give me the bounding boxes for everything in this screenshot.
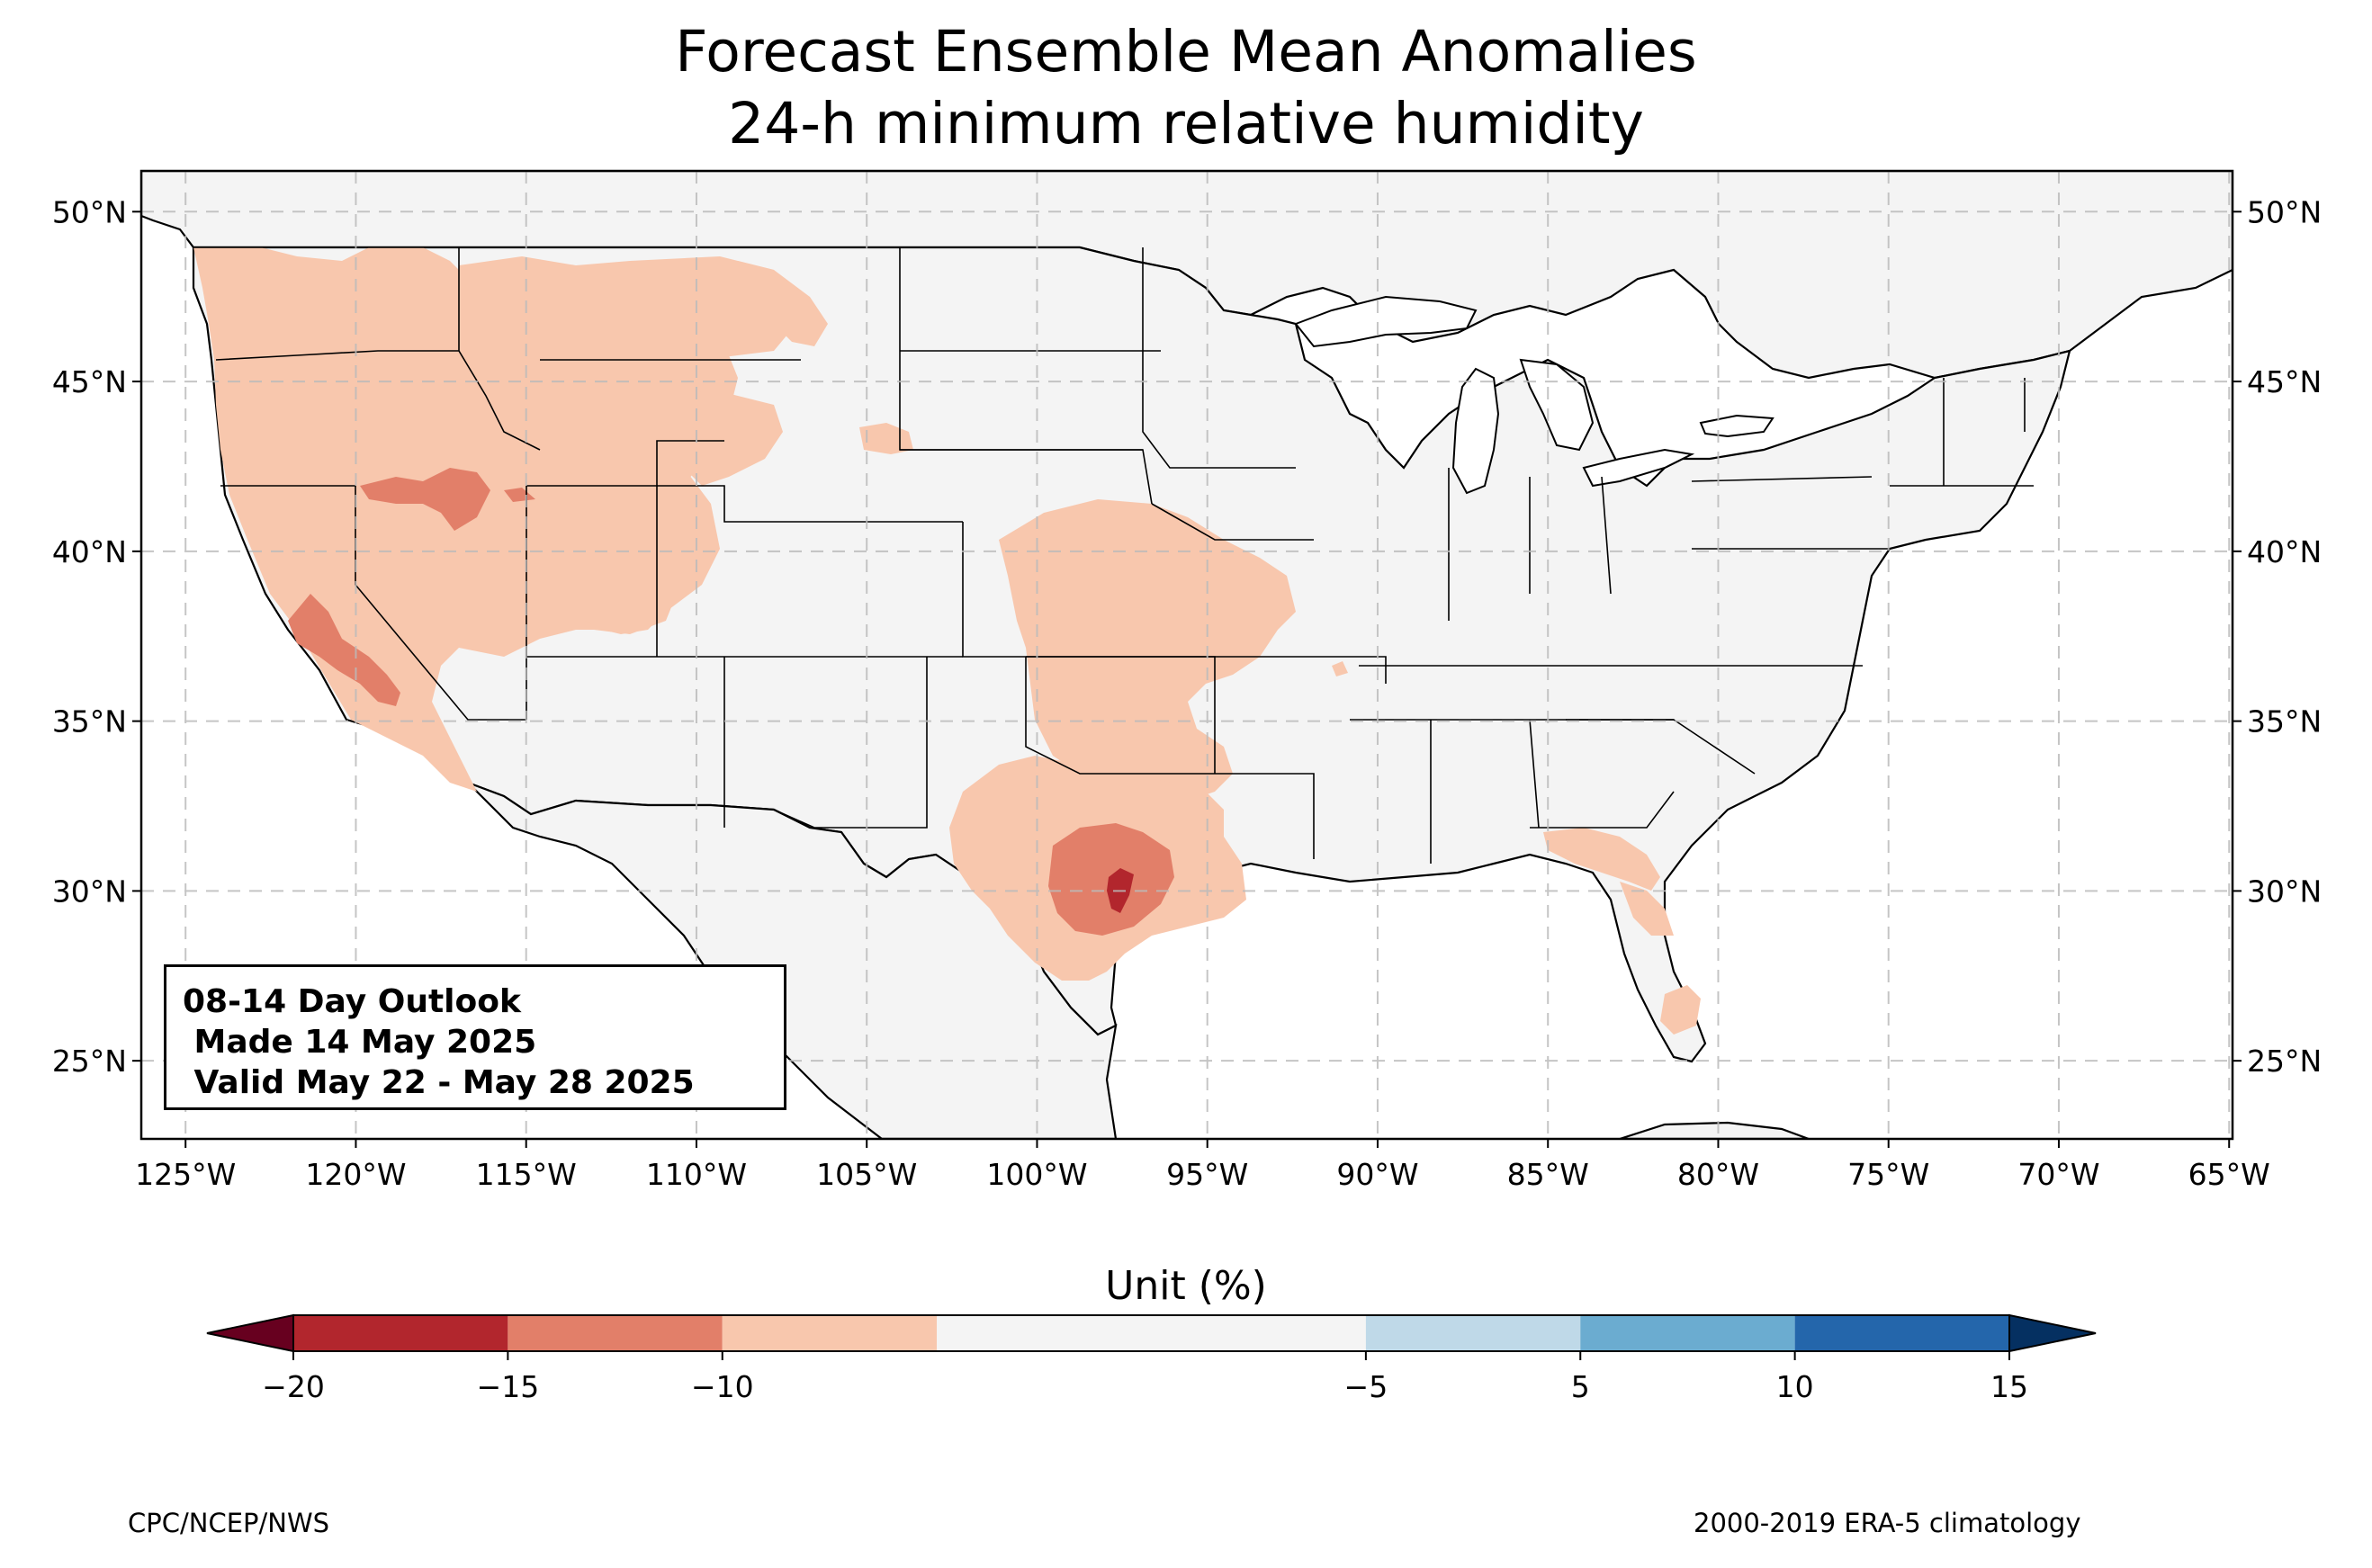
lake-erie bbox=[1582, 448, 1695, 488]
boundary-id-mt bbox=[458, 247, 541, 451]
lon-tick-label: 65°W bbox=[2188, 1157, 2270, 1192]
lat-ticks-left: 50°N 45°N 40°N 35°N 30°N 25°N bbox=[52, 194, 141, 1079]
lon-tick-label: 125°W bbox=[135, 1157, 236, 1192]
boundary-pa bbox=[1691, 476, 1890, 550]
anomaly-northern-rockies bbox=[459, 256, 796, 634]
lake-michigan bbox=[1451, 367, 1500, 495]
footer-source: CPC/NCEP/NWS bbox=[128, 1508, 330, 1538]
boundary-nc-sc bbox=[1566, 719, 1756, 775]
boundary-il-in bbox=[1448, 468, 1531, 621]
anomaly-arkansas-spot bbox=[1332, 661, 1348, 676]
colorbar-tick-label: 10 bbox=[1776, 1369, 1814, 1404]
colorbar-bin bbox=[937, 1315, 1366, 1351]
lat-tick-label-left: 50°N bbox=[52, 194, 127, 229]
boundary-nm-tx bbox=[773, 657, 928, 829]
lon-tick-label: 95°W bbox=[1166, 1157, 1248, 1192]
lon-tick-label: 110°W bbox=[646, 1157, 747, 1192]
outlook-line-1: 08-14 Day Outlook bbox=[183, 983, 521, 1020]
boundary-mn bbox=[1142, 247, 1296, 469]
outlook-info-box: 08-14 Day Outlook Made 14 May 2025 Valid… bbox=[164, 964, 786, 1110]
colorbar-under-arrow bbox=[206, 1313, 294, 1353]
lat-ticks-right: 50°N 45°N 40°N 35°N 30°N 25°N bbox=[2233, 194, 2322, 1079]
lon-tick-label: 70°W bbox=[2017, 1157, 2099, 1192]
lon-tick-label: 100°W bbox=[986, 1157, 1087, 1192]
lon-tick-label: 90°W bbox=[1336, 1157, 1418, 1192]
outlook-line-3: Valid May 22 - May 28 2025 bbox=[183, 1064, 695, 1101]
colorbar-bin bbox=[508, 1315, 723, 1351]
colorbar-bin bbox=[293, 1315, 508, 1351]
anomaly-california-valley bbox=[288, 594, 400, 706]
figure-title: Forecast Ensemble Mean Anomalies 24-h mi… bbox=[0, 16, 2372, 160]
lon-tick-label: 75°W bbox=[1847, 1157, 1929, 1192]
boundary-ne-sd bbox=[900, 449, 1153, 505]
lon-tick-label: 115°W bbox=[476, 1157, 577, 1192]
lon-tick-label: 85°W bbox=[1507, 1157, 1589, 1192]
great-lakes bbox=[1294, 295, 1775, 495]
lon-tick-label: 120°W bbox=[305, 1157, 406, 1192]
boundary-wy-co bbox=[657, 485, 963, 523]
footer-climatology: 2000-2019 ERA-5 climatology bbox=[1694, 1508, 2081, 1538]
colorbar-tick-label: 15 bbox=[1990, 1369, 2028, 1404]
lat-tick-label-left: 30°N bbox=[52, 874, 127, 909]
outlook-line-2: Made 14 May 2025 bbox=[183, 1024, 537, 1061]
title-line-1: Forecast Ensemble Mean Anomalies bbox=[675, 19, 1697, 85]
boundary-nv bbox=[355, 486, 526, 721]
lon-tick-label: 105°W bbox=[816, 1157, 917, 1192]
anomaly-nevada-spot bbox=[504, 488, 535, 502]
map-frame bbox=[139, 169, 2234, 1141]
colorbar-tick-label: −20 bbox=[262, 1369, 325, 1404]
colorbar-tick-label: −15 bbox=[477, 1369, 540, 1404]
lat-tick-label-right: 45°N bbox=[2247, 364, 2322, 399]
land-mexico bbox=[467, 781, 1118, 1139]
boundary-ia bbox=[1151, 503, 1314, 541]
lat-tick-label-left: 40°N bbox=[52, 534, 127, 569]
colorbar-over-arrow bbox=[2008, 1313, 2097, 1353]
colorbar-bin bbox=[1365, 1315, 1581, 1351]
land-cuba bbox=[1619, 1121, 1810, 1139]
lake-superior bbox=[1294, 295, 1478, 348]
colorbar-bin bbox=[722, 1315, 938, 1351]
anomaly-florida-panhandle bbox=[1543, 828, 1660, 891]
boundary-mo bbox=[1215, 656, 1387, 684]
anomaly-florida-south bbox=[1660, 985, 1701, 1035]
state-boundaries bbox=[193, 246, 2034, 864]
boundary-ok-tx bbox=[1025, 657, 1215, 775]
anomaly-montana-east bbox=[630, 256, 828, 346]
anomaly-florida-peninsula bbox=[1620, 882, 1674, 936]
lat-tick-label-right: 30°N bbox=[2247, 874, 2322, 909]
lat-tick-label-left: 35°N bbox=[52, 704, 127, 739]
colorbar-frame bbox=[292, 1314, 2010, 1352]
anomaly-nevada-core bbox=[360, 468, 490, 531]
anomaly-wyoming-east bbox=[684, 387, 783, 486]
colorbar-title: Unit (%) bbox=[1105, 1263, 1267, 1309]
lon-ticks-bottom: 125°W 120°W 115°W 110°W 105°W 100°W 95°W 90°W 85… bbox=[135, 1139, 2270, 1192]
colorbar-tick-label: 5 bbox=[1571, 1369, 1590, 1404]
lat-tick-label-right: 40°N bbox=[2247, 534, 2322, 569]
colorbar: −20 −15 −10 −5 5 10 15 bbox=[206, 1313, 2097, 1404]
colorbar-bin bbox=[1580, 1315, 1795, 1351]
anomaly-central-plains bbox=[999, 499, 1296, 801]
lon-tick-label: 80°W bbox=[1677, 1157, 1759, 1192]
lat-tick-label-left: 45°N bbox=[52, 364, 127, 399]
boundary-wa-or bbox=[215, 350, 459, 361]
boundary-oh bbox=[1601, 476, 1612, 595]
boundary-new-england bbox=[1890, 378, 2034, 487]
boundary-ms-al bbox=[1430, 719, 1540, 864]
lat-tick-label-left: 25°N bbox=[52, 1044, 127, 1079]
colorbar-bin bbox=[1794, 1315, 2009, 1351]
colorbar-tick-label: −10 bbox=[691, 1369, 754, 1404]
title-line-2: 24-h minimum relative humidity bbox=[728, 91, 1644, 157]
lat-tick-label-right: 35°N bbox=[2247, 704, 2322, 739]
boundary-ga-fl bbox=[1530, 791, 1675, 829]
lat-tick-label-right: 25°N bbox=[2247, 1044, 2322, 1079]
colorbar-tick-label: −5 bbox=[1344, 1369, 1388, 1404]
boundary-ar-la bbox=[1215, 773, 1315, 859]
lat-tick-label-right: 50°N bbox=[2247, 194, 2322, 229]
boundary-ut-wy bbox=[526, 440, 724, 487]
